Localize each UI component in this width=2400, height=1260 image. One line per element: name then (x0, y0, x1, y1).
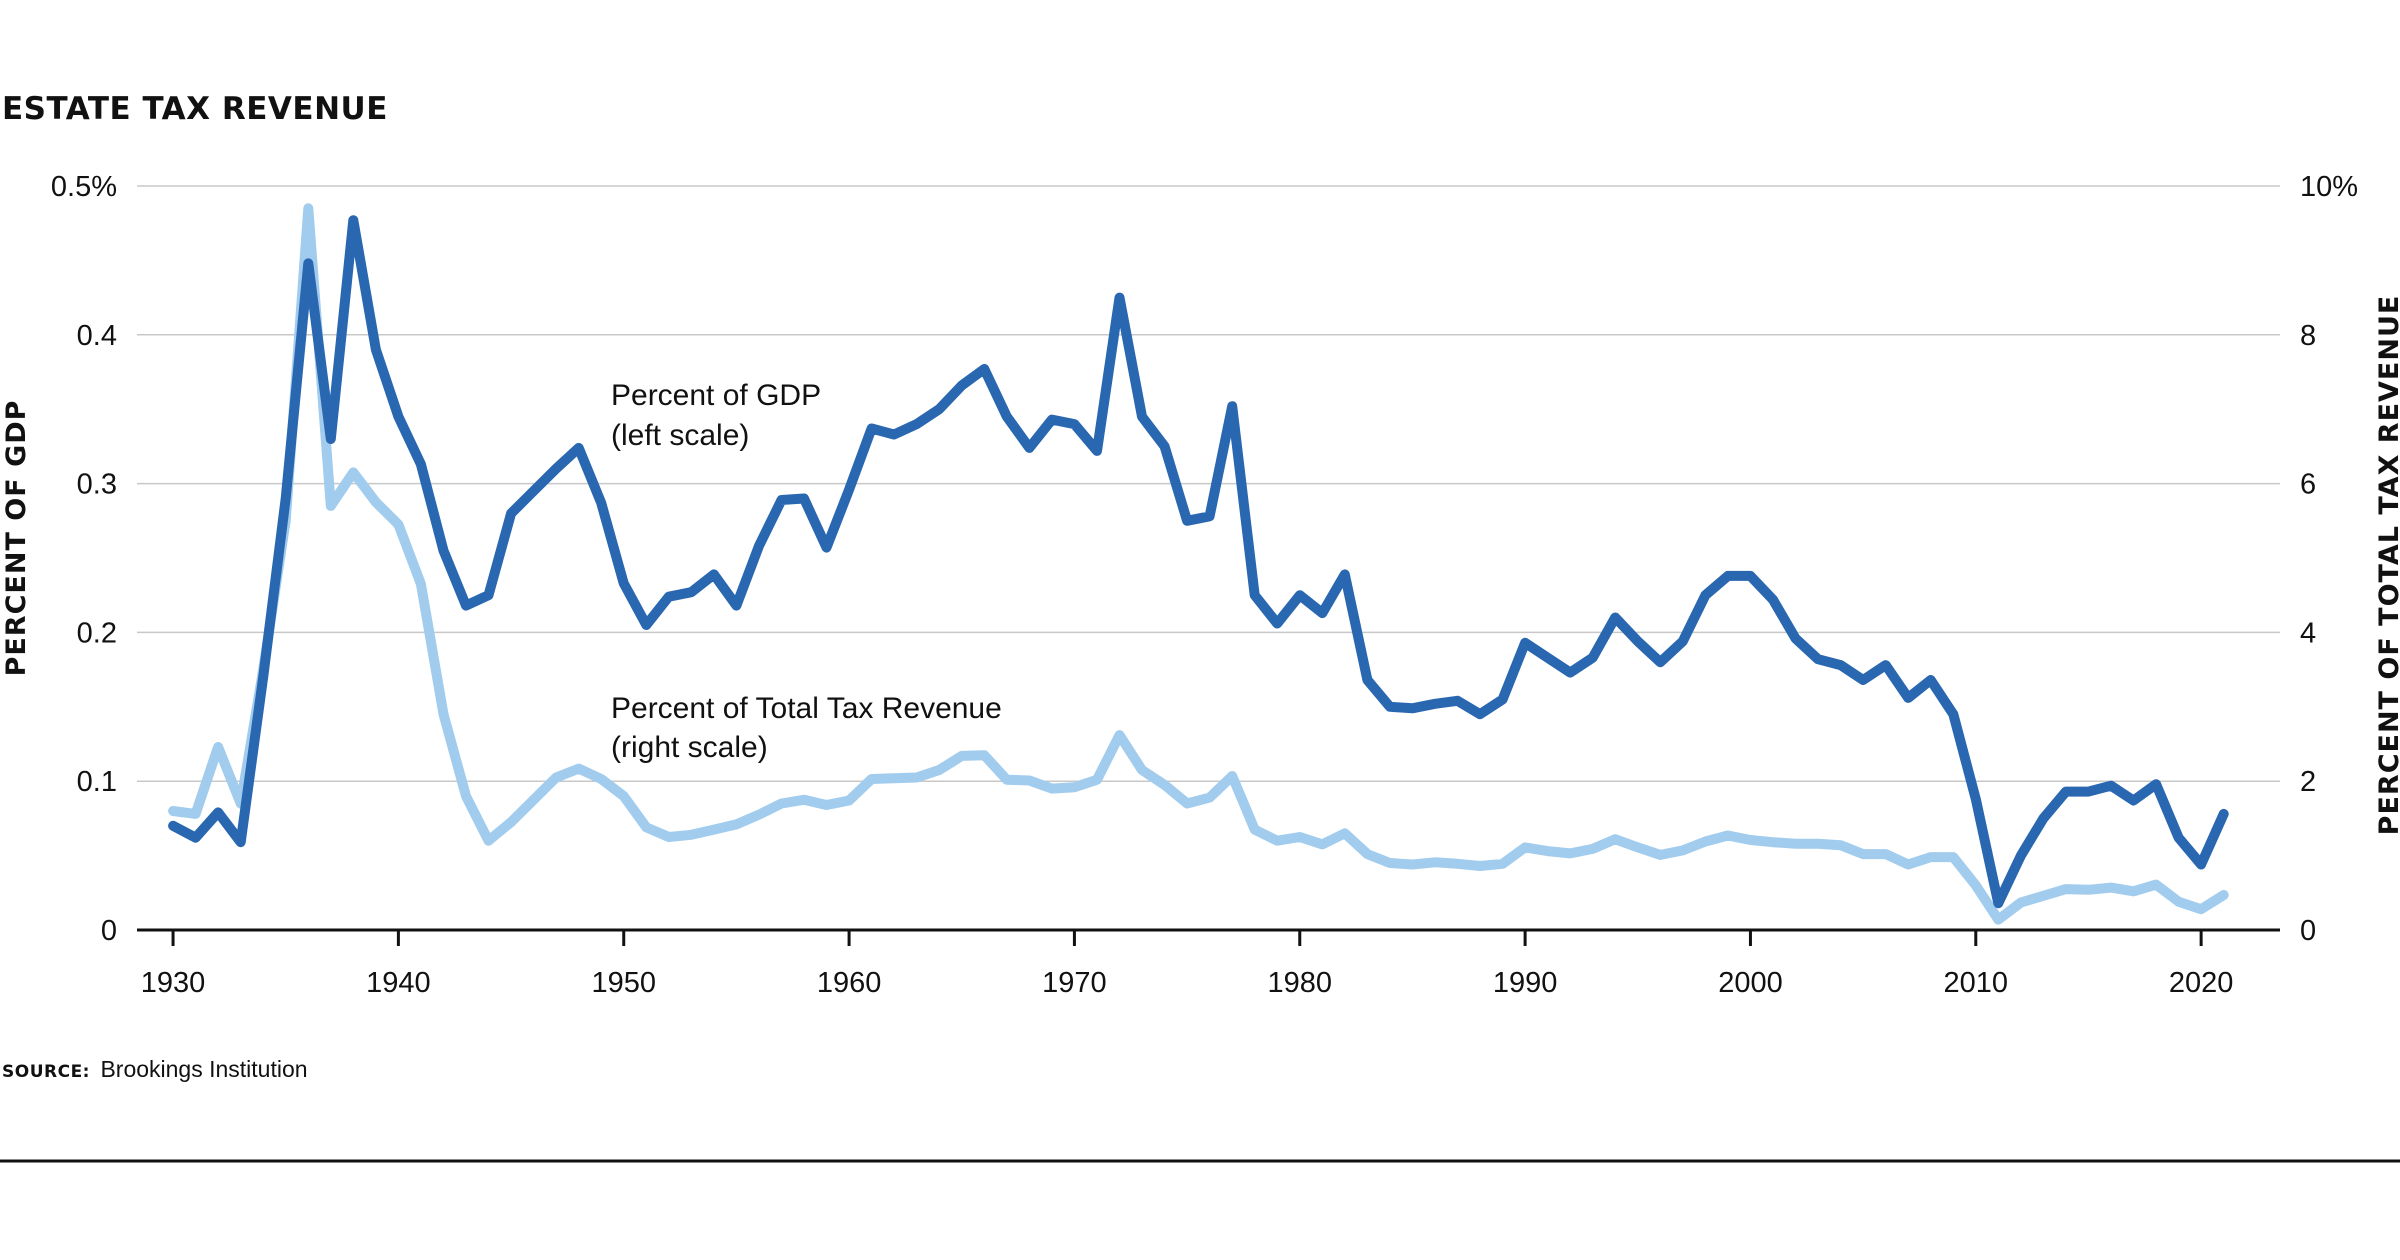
series-line-percent-of-gdp (168, 215, 2229, 909)
right-tick-label-2: 4 (2300, 617, 2316, 649)
right-axis-ticks: 0 2 4 6 8 10% (2300, 171, 2358, 947)
x-axis-ticks: 1930 1940 1950 1960 1970 1980 1990 2000 2010 2020 (141, 930, 2234, 999)
x-tick-label-8: 2010 (1944, 967, 2009, 999)
left-axis-title: PERCENT OF GDP (1, 400, 32, 677)
left-tick-label-0: 0 (101, 915, 117, 947)
right-tick-label-1: 2 (2300, 766, 2316, 798)
chart-title: ESTATE TAX REVENUE (2, 91, 388, 127)
left-tick-label-5: 0.5% (51, 171, 117, 203)
source-text: Brookings Institution (100, 1056, 307, 1082)
x-tick-label-5: 1980 (1268, 967, 1333, 999)
x-tick-label-6: 1990 (1493, 967, 1558, 999)
gridlines (137, 185, 2280, 932)
right-tick-label-4: 8 (2300, 320, 2316, 352)
right-tick-label-0: 0 (2300, 915, 2316, 947)
left-tick-label-1: 0.1 (77, 766, 117, 798)
annotation-gdp-line1: Percent of GDP (611, 379, 821, 412)
annotation-tax-line2: (right scale) (611, 731, 768, 764)
annotation-tax-line1: Percent of Total Tax Revenue (611, 692, 1002, 725)
x-tick-label-9: 2020 (2169, 967, 2234, 999)
annotation-gdp-line2: (left scale) (611, 419, 749, 452)
x-tick-label-7: 2000 (1718, 967, 1783, 999)
left-tick-label-2: 0.2 (77, 617, 117, 649)
x-tick-label-0: 1930 (141, 967, 206, 999)
source-label: SOURCE: (2, 1062, 90, 1082)
right-axis-title: PERCENT OF TOTAL TAX REVENUE (2374, 295, 2400, 836)
x-tick-label-2: 1950 (591, 967, 656, 999)
source-note: SOURCE: Brookings Institution (2, 1056, 308, 1082)
right-tick-label-3: 6 (2300, 469, 2316, 501)
left-tick-label-4: 0.4 (77, 320, 117, 352)
left-axis-ticks: 0 0.1 0.2 0.3 0.4 0.5% (51, 171, 117, 947)
left-tick-label-3: 0.3 (77, 469, 117, 501)
x-tick-label-1: 1940 (366, 967, 431, 999)
series-line-percent-of-total-tax-revenue (168, 203, 2229, 925)
x-tick-label-4: 1970 (1042, 967, 1107, 999)
right-tick-label-5: 10% (2300, 171, 2358, 203)
x-tick-label-3: 1960 (817, 967, 882, 999)
series-layer (168, 203, 2229, 925)
